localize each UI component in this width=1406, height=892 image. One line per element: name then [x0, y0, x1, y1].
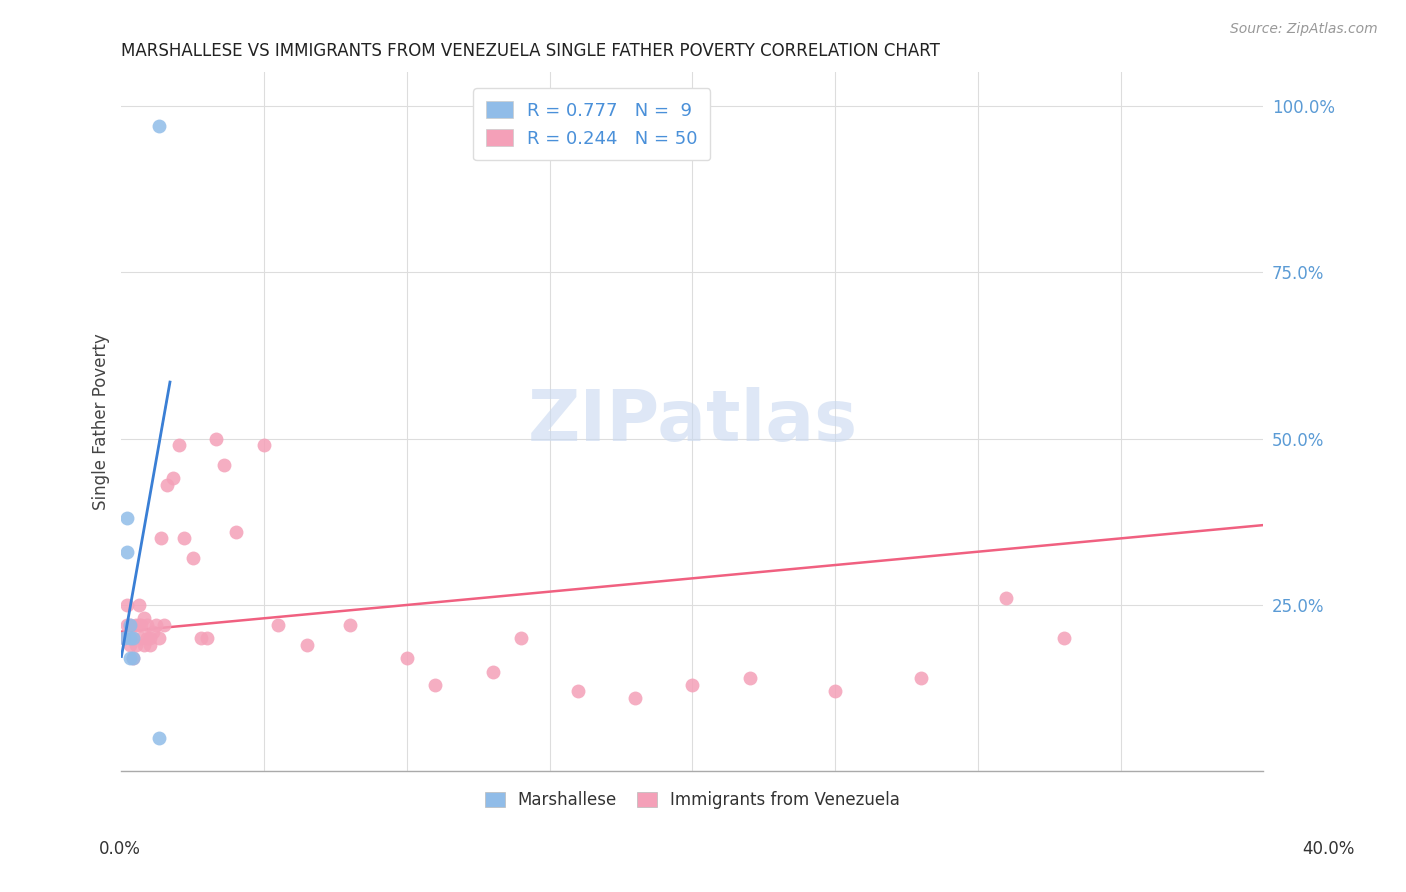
Point — [162, 471, 184, 485]
Text: 0.0%: 0.0% — [98, 840, 141, 858]
Point — [267, 618, 290, 632]
Point — [121, 651, 143, 665]
Point — [134, 611, 156, 625]
Point — [128, 618, 150, 632]
Point — [121, 632, 143, 646]
Point — [112, 632, 135, 646]
Point — [173, 532, 195, 546]
Point — [136, 618, 159, 632]
Point — [115, 598, 138, 612]
Point — [131, 632, 153, 646]
Point — [156, 478, 179, 492]
Point — [567, 684, 589, 698]
Point — [115, 545, 138, 559]
Point — [145, 618, 167, 632]
Point — [118, 651, 141, 665]
Point — [121, 632, 143, 646]
Point — [148, 731, 170, 745]
Point — [824, 684, 846, 698]
Point — [134, 638, 156, 652]
Point — [995, 591, 1018, 606]
Text: ZIPatlas: ZIPatlas — [527, 387, 858, 457]
Point — [118, 638, 141, 652]
Point — [115, 511, 138, 525]
Point — [142, 624, 165, 639]
Point — [738, 671, 761, 685]
Point — [181, 551, 204, 566]
Point — [295, 638, 318, 652]
Text: 40.0%: 40.0% — [1302, 840, 1355, 858]
Point — [510, 632, 533, 646]
Point — [128, 598, 150, 612]
Point — [150, 532, 173, 546]
Point — [190, 632, 212, 646]
Point — [425, 678, 447, 692]
Point — [118, 632, 141, 646]
Point — [139, 638, 162, 652]
Point — [481, 665, 503, 679]
Point — [118, 618, 141, 632]
Point — [118, 618, 141, 632]
Point — [115, 618, 138, 632]
Point — [148, 119, 170, 133]
Text: MARSHALLESE VS IMMIGRANTS FROM VENEZUELA SINGLE FATHER POVERTY CORRELATION CHART: MARSHALLESE VS IMMIGRANTS FROM VENEZUELA… — [121, 42, 941, 60]
Point — [395, 651, 418, 665]
Point — [153, 618, 176, 632]
Point — [167, 438, 190, 452]
Point — [112, 632, 135, 646]
Point — [204, 432, 226, 446]
Point — [125, 618, 148, 632]
Point — [125, 638, 148, 652]
Text: Source: ZipAtlas.com: Source: ZipAtlas.com — [1230, 22, 1378, 37]
Point — [131, 618, 153, 632]
Point — [225, 524, 247, 539]
Point — [253, 438, 276, 452]
Point — [1052, 632, 1074, 646]
Point — [681, 678, 703, 692]
Point — [121, 651, 143, 665]
Point — [910, 671, 932, 685]
Point — [136, 632, 159, 646]
Point — [212, 458, 235, 472]
Point — [624, 691, 647, 706]
Y-axis label: Single Father Poverty: Single Father Poverty — [93, 334, 110, 510]
Point — [148, 632, 170, 646]
Point — [139, 632, 162, 646]
Legend: Marshallese, Immigrants from Venezuela: Marshallese, Immigrants from Venezuela — [478, 784, 907, 815]
Point — [195, 632, 218, 646]
Point — [339, 618, 361, 632]
